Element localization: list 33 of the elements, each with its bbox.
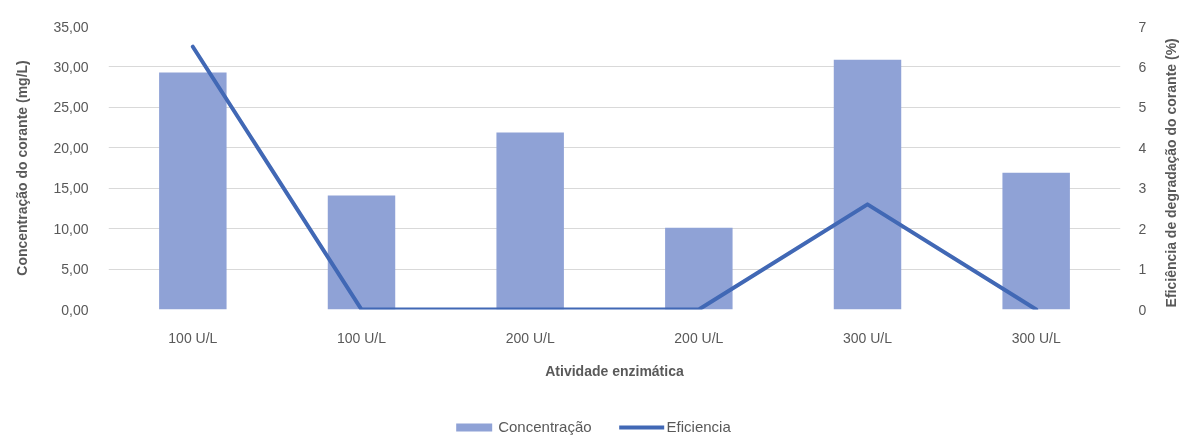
- y-tick-label: 25,00: [53, 99, 89, 116]
- x-tick-label: 200 U/L: [505, 329, 555, 346]
- bar: [159, 72, 227, 310]
- x-tick-label: 100 U/L: [168, 329, 218, 346]
- x-axis-title: Atividade enzimática: [545, 362, 684, 379]
- bar: [496, 132, 564, 310]
- y2-tick-label: 7: [1138, 18, 1147, 35]
- x-tick-label: 300 U/L: [1011, 329, 1061, 346]
- y2-tick-label: 2: [1138, 220, 1147, 237]
- bar: [665, 227, 733, 310]
- legend-label: Concentração: [498, 418, 592, 435]
- y2-tick-label: 0: [1138, 301, 1147, 318]
- bar: [327, 195, 396, 310]
- y-tick-label: 20,00: [53, 139, 89, 156]
- legend-label: Eficiencia: [666, 418, 731, 435]
- x-tick-label: 100 U/L: [336, 329, 387, 346]
- y2-tick-label: 6: [1138, 58, 1147, 75]
- x-tick-label: 300 U/L: [842, 329, 893, 346]
- y2-axis-title: Eficiência de degradação do corante (%): [1162, 38, 1179, 308]
- y-axis-title: Concentração do corante (mg/L): [14, 60, 31, 276]
- y-tick-label: 0,00: [61, 301, 89, 318]
- y-tick-label: 15,00: [53, 180, 89, 197]
- y-tick-label: 5,00: [61, 261, 89, 278]
- y-tick-label: 30,00: [53, 58, 89, 75]
- y-tick-label: 35,00: [53, 18, 89, 35]
- bar: [833, 59, 902, 310]
- y2-tick-label: 1: [1138, 261, 1147, 278]
- x-tick-label: 200 U/L: [674, 329, 724, 346]
- y2-tick-label: 5: [1138, 99, 1147, 116]
- y-tick-label: 10,00: [53, 220, 89, 237]
- bar: [1002, 172, 1070, 310]
- y2-tick-label: 4: [1138, 139, 1147, 156]
- y2-tick-label: 3: [1138, 180, 1147, 197]
